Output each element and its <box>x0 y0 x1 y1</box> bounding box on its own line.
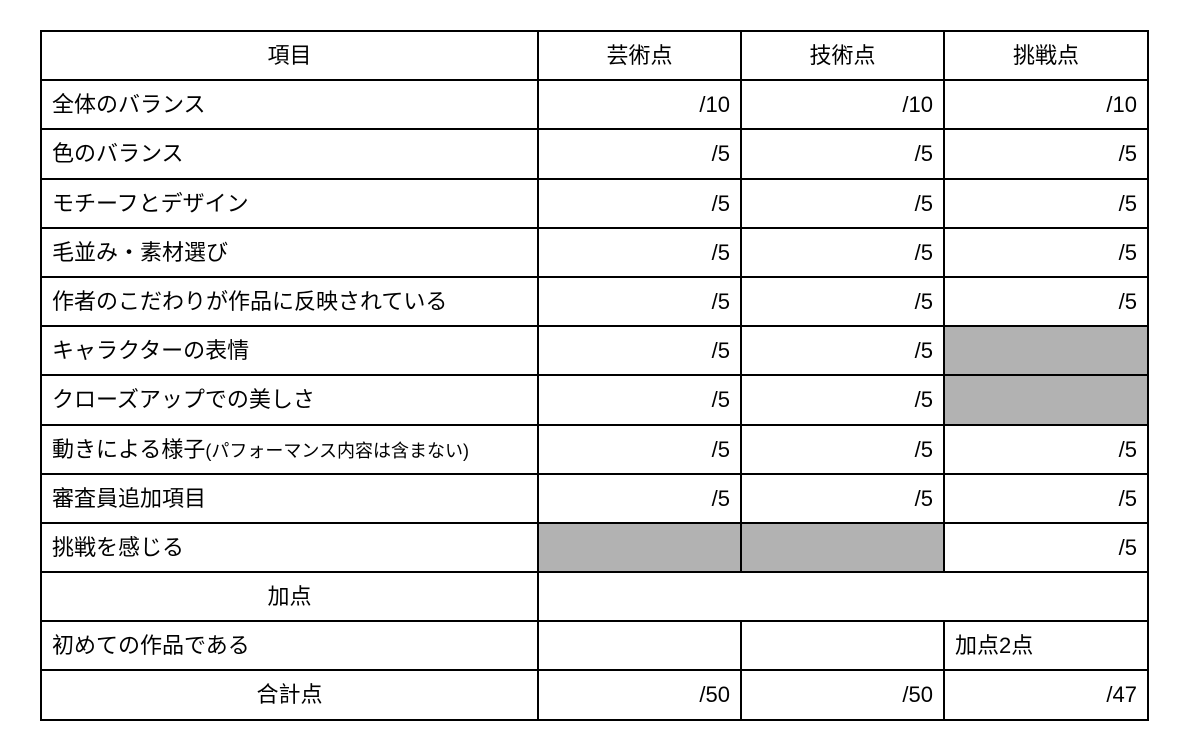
total-cell: /47 <box>944 670 1148 719</box>
score-cell: /5 <box>741 375 944 424</box>
header-art: 芸術点 <box>538 31 741 80</box>
header-item: 項目 <box>41 31 538 80</box>
score-cell: /5 <box>944 425 1148 474</box>
score-cell: /10 <box>944 80 1148 129</box>
score-cell: /5 <box>538 129 741 178</box>
shaded-cell <box>944 326 1148 375</box>
score-cell: /5 <box>741 326 944 375</box>
score-cell: /5 <box>741 277 944 326</box>
row-label: 毛並み・素材選び <box>41 228 538 277</box>
score-cell: /5 <box>741 129 944 178</box>
score-cell: /5 <box>538 179 741 228</box>
scoring-table: 項目 芸術点 技術点 挑戦点 全体のバランス /10 /10 /10 色のバラン… <box>40 30 1149 721</box>
bonus-header-row: 加点 <box>41 572 1148 621</box>
row-label: 作者のこだわりが作品に反映されている <box>41 277 538 326</box>
table-row: 色のバランス /5 /5 /5 <box>41 129 1148 178</box>
bonus-cell <box>538 621 741 670</box>
bonus-cell-value: 加点2点 <box>944 621 1148 670</box>
row-label: 全体のバランス <box>41 80 538 129</box>
score-cell: /5 <box>944 179 1148 228</box>
bonus-header-label: 加点 <box>41 572 538 621</box>
table-row: モチーフとデザイン /5 /5 /5 <box>41 179 1148 228</box>
score-cell: /10 <box>741 80 944 129</box>
header-row: 項目 芸術点 技術点 挑戦点 <box>41 31 1148 80</box>
table-row: 毛並み・素材選び /5 /5 /5 <box>41 228 1148 277</box>
score-cell: /5 <box>741 228 944 277</box>
score-cell: /5 <box>538 277 741 326</box>
table-row: クローズアップでの美しさ /5 /5 <box>41 375 1148 424</box>
row-label: モチーフとデザイン <box>41 179 538 228</box>
score-cell: /5 <box>944 277 1148 326</box>
table-row: 作者のこだわりが作品に反映されている /5 /5 /5 <box>41 277 1148 326</box>
row-label: 審査員追加項目 <box>41 474 538 523</box>
shaded-cell <box>538 523 741 572</box>
bonus-header-merged <box>538 572 1148 621</box>
shaded-cell <box>944 375 1148 424</box>
row-label: 挑戦を感じる <box>41 523 538 572</box>
table-row: 動きによる様子(パフォーマンス内容は含まない) /5 /5 /5 <box>41 425 1148 474</box>
score-cell: /5 <box>741 179 944 228</box>
bonus-row: 初めての作品である 加点2点 <box>41 621 1148 670</box>
table-row: 審査員追加項目 /5 /5 /5 <box>41 474 1148 523</box>
row-label: 動きによる様子(パフォーマンス内容は含まない) <box>41 425 538 474</box>
bonus-cell <box>741 621 944 670</box>
score-cell: /5 <box>944 523 1148 572</box>
total-cell: /50 <box>741 670 944 719</box>
score-cell: /5 <box>538 425 741 474</box>
row-label: クローズアップでの美しさ <box>41 375 538 424</box>
score-cell: /10 <box>538 80 741 129</box>
total-cell: /50 <box>538 670 741 719</box>
score-cell: /5 <box>944 228 1148 277</box>
header-tech: 技術点 <box>741 31 944 80</box>
table-row: キャラクターの表情 /5 /5 <box>41 326 1148 375</box>
table-row: 全体のバランス /10 /10 /10 <box>41 80 1148 129</box>
score-cell: /5 <box>741 474 944 523</box>
score-cell: /5 <box>538 326 741 375</box>
score-cell: /5 <box>538 228 741 277</box>
row-label: 色のバランス <box>41 129 538 178</box>
table-row: 挑戦を感じる /5 <box>41 523 1148 572</box>
total-row: 合計点 /50 /50 /47 <box>41 670 1148 719</box>
row-label: キャラクターの表情 <box>41 326 538 375</box>
score-cell: /5 <box>944 474 1148 523</box>
score-cell: /5 <box>538 375 741 424</box>
row-label-note: (パフォーマンス内容は含まない) <box>205 441 469 461</box>
total-label: 合計点 <box>41 670 538 719</box>
bonus-row-label: 初めての作品である <box>41 621 538 670</box>
header-challenge: 挑戦点 <box>944 31 1148 80</box>
score-cell: /5 <box>538 474 741 523</box>
shaded-cell <box>741 523 944 572</box>
score-cell: /5 <box>741 425 944 474</box>
score-cell: /5 <box>944 129 1148 178</box>
